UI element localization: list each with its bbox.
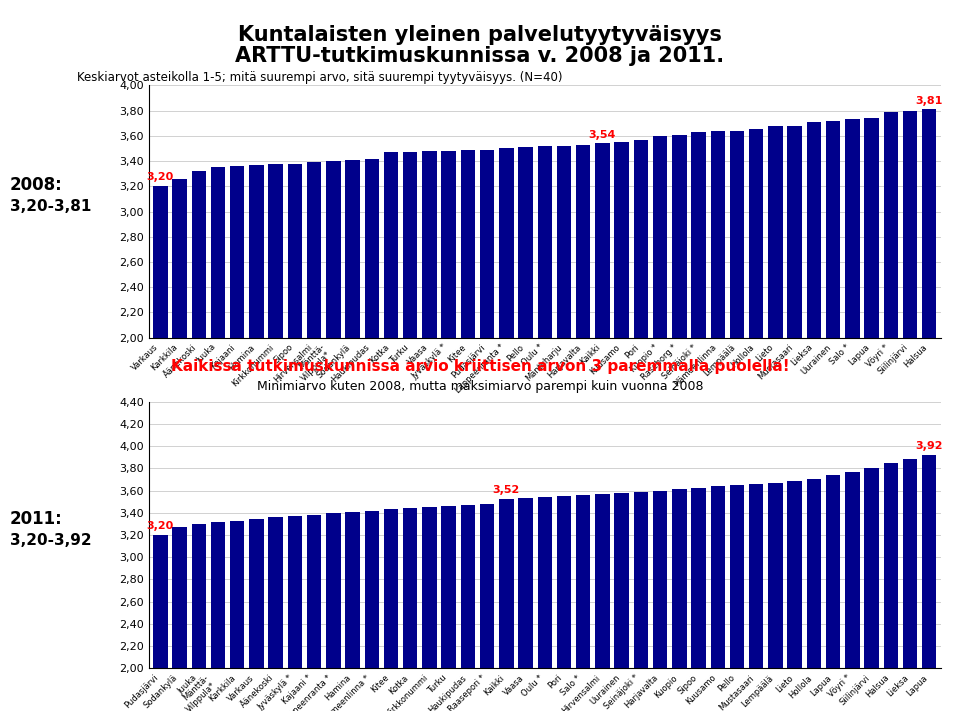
Bar <box>365 159 379 338</box>
Bar <box>902 459 917 668</box>
Bar <box>710 486 725 668</box>
Bar <box>864 469 878 668</box>
Bar <box>403 508 418 668</box>
Bar <box>710 131 725 338</box>
Bar <box>672 489 686 668</box>
Bar <box>211 167 226 338</box>
Bar <box>595 144 610 338</box>
Bar <box>461 505 475 668</box>
Text: 3,20: 3,20 <box>147 173 174 183</box>
Text: ARTTU-tutkimuskunnissa v. 2008 ja 2011.: ARTTU-tutkimuskunnissa v. 2008 ja 2011. <box>235 46 725 66</box>
Bar <box>634 139 648 338</box>
Text: Keskiarvot asteikolla 1-5; mitä suurempi arvo, sitä suurempi tyytyväisyys. (N=40: Keskiarvot asteikolla 1-5; mitä suurempi… <box>77 71 563 84</box>
Bar <box>499 499 514 668</box>
Text: 3,20-3,92: 3,20-3,92 <box>10 533 91 548</box>
Text: 2011:: 2011: <box>10 510 62 528</box>
Bar <box>307 515 322 668</box>
Bar <box>192 524 206 668</box>
Bar <box>518 498 533 668</box>
Text: Kaikissa tutkimuskunnissa arvio kriittisen arvon 3 paremmalla puolella!: Kaikissa tutkimuskunnissa arvio kriittis… <box>171 359 789 374</box>
Bar <box>326 513 341 668</box>
Bar <box>768 126 782 338</box>
Bar <box>653 491 667 668</box>
Text: 3,52: 3,52 <box>492 485 520 495</box>
Bar <box>173 528 187 668</box>
Bar <box>269 164 283 338</box>
Bar <box>442 506 456 668</box>
Bar <box>826 475 840 668</box>
Bar <box>883 463 898 668</box>
Bar <box>614 493 629 668</box>
Bar <box>749 484 763 668</box>
Bar <box>576 144 590 338</box>
Bar <box>768 483 782 668</box>
Bar <box>595 494 610 668</box>
Bar <box>154 186 168 338</box>
Bar <box>384 510 398 668</box>
Text: 3,20-3,81: 3,20-3,81 <box>10 198 91 214</box>
Text: 3,92: 3,92 <box>916 441 943 451</box>
Bar <box>422 151 437 338</box>
Bar <box>250 520 264 668</box>
Bar <box>154 535 168 668</box>
Bar <box>422 507 437 668</box>
Text: 3,20: 3,20 <box>147 520 174 530</box>
Bar <box>730 131 744 338</box>
Bar <box>288 516 302 668</box>
Bar <box>326 161 341 338</box>
Bar <box>173 178 187 338</box>
Bar <box>557 496 571 668</box>
Bar <box>346 160 360 338</box>
Bar <box>307 162 322 338</box>
Bar <box>787 126 802 338</box>
Bar <box>826 121 840 338</box>
Bar <box>691 488 706 668</box>
Bar <box>634 492 648 668</box>
Bar <box>883 112 898 338</box>
Bar <box>538 146 552 338</box>
Bar <box>230 166 245 338</box>
Text: 3,81: 3,81 <box>916 95 943 105</box>
Bar <box>614 142 629 338</box>
Bar <box>730 485 744 668</box>
Bar <box>691 132 706 338</box>
Bar <box>250 165 264 338</box>
Bar <box>384 152 398 338</box>
Bar <box>922 455 936 668</box>
Bar <box>269 518 283 668</box>
Bar <box>211 522 226 668</box>
Bar <box>403 152 418 338</box>
Bar <box>230 520 245 668</box>
Bar <box>346 512 360 668</box>
Bar <box>864 118 878 338</box>
Bar <box>902 111 917 338</box>
Bar <box>442 151 456 338</box>
Bar <box>192 171 206 338</box>
Bar <box>499 149 514 338</box>
Text: Kuntalaisten yleinen palvelutyytyväisyys: Kuntalaisten yleinen palvelutyytyväisyys <box>238 25 722 45</box>
Bar <box>576 495 590 668</box>
Bar <box>365 510 379 668</box>
Bar <box>749 129 763 338</box>
Text: Minimiarvo kuten 2008, mutta maksimiarvo parempi kuin vuonna 2008: Minimiarvo kuten 2008, mutta maksimiarvo… <box>256 380 704 393</box>
Bar <box>845 119 859 338</box>
Bar <box>288 164 302 338</box>
Bar <box>480 504 494 668</box>
Bar <box>806 122 821 338</box>
Bar <box>845 471 859 668</box>
Bar <box>922 109 936 338</box>
Text: 2008:: 2008: <box>10 176 62 194</box>
Bar <box>653 136 667 338</box>
Bar <box>461 150 475 338</box>
Bar <box>480 150 494 338</box>
Bar <box>518 147 533 338</box>
Bar <box>672 134 686 338</box>
Bar <box>787 481 802 668</box>
Text: 3,54: 3,54 <box>588 129 616 139</box>
Bar <box>806 479 821 668</box>
Bar <box>557 146 571 338</box>
Bar <box>538 497 552 668</box>
